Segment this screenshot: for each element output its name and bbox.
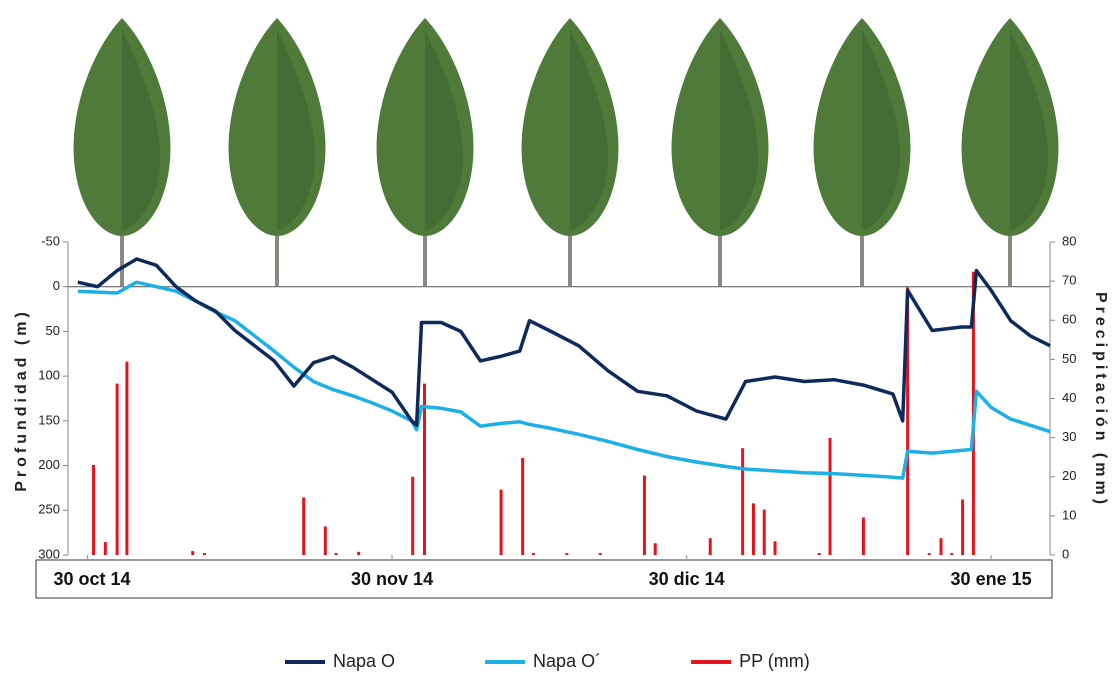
tree-shade (425, 30, 464, 230)
legend-label: Napa O (333, 651, 395, 671)
precip-bar (422, 383, 426, 555)
precip-bar (906, 287, 910, 555)
y2-axis-label: Precipitación (mm) (1092, 292, 1109, 508)
tree-trunk (1008, 200, 1012, 286)
x-tick-label: 30 ene 15 (951, 569, 1032, 589)
depth-line (77, 257, 1051, 428)
y2-tick-label: 40 (1062, 390, 1076, 405)
tree-trunk (718, 200, 722, 286)
tree-trunk (860, 200, 864, 286)
precip-bar (125, 361, 129, 555)
tree-shade (277, 30, 316, 230)
y-tick-label: 250 (38, 502, 60, 517)
y-tick-label: 200 (38, 457, 60, 472)
precip-bar (357, 551, 361, 555)
y2-tick-label: 50 (1062, 351, 1076, 366)
precip-bar (950, 553, 954, 555)
precip-bar (939, 538, 943, 555)
tree-trunk (120, 200, 124, 286)
tree-shade (122, 30, 161, 230)
y-tick-label: 0 (53, 278, 60, 293)
legend-label: PP (mm) (739, 651, 810, 671)
precip-bar (773, 541, 777, 555)
precip-bar (521, 457, 525, 555)
precip-bar (499, 489, 503, 555)
precip-bar (927, 553, 931, 555)
y2-tick-label: 30 (1062, 429, 1076, 444)
precip-bar (861, 517, 865, 555)
precip-bar (961, 499, 965, 555)
precip-bar (103, 542, 107, 555)
precip-bar (642, 475, 646, 555)
tree-trunk (568, 200, 572, 286)
depth-line (77, 280, 1051, 480)
tree-shade (720, 30, 759, 230)
precip-bar (708, 538, 712, 555)
y2-tick-label: 60 (1062, 312, 1076, 327)
precip-bar (762, 509, 766, 555)
precip-bar (531, 553, 535, 555)
y-tick-label: 300 (38, 546, 60, 561)
tree-decoration (73, 18, 1059, 286)
y-tick-label: 100 (38, 368, 60, 383)
precip-bar (115, 383, 119, 555)
tree-trunk (275, 200, 279, 286)
y2-tick-label: 0 (1062, 546, 1069, 561)
precip-bar (751, 503, 755, 555)
precip-bar (302, 497, 306, 555)
precip-bar (653, 543, 657, 555)
precip-bar (741, 448, 745, 555)
precip-bar (411, 476, 415, 555)
x-tick-label: 30 dic 14 (649, 569, 725, 589)
precip-bar (334, 553, 338, 555)
y-tick-label: 150 (38, 412, 60, 427)
x-tick-label: 30 oct 14 (53, 569, 130, 589)
precip-bar (92, 465, 96, 555)
precip-bar (598, 553, 602, 555)
date-box (35, 559, 1053, 599)
y-tick-label: 50 (46, 323, 60, 338)
precip-bar (323, 526, 327, 555)
y2-tick-label: 70 (1062, 273, 1076, 288)
y-axis-label: Profundidad (m) (13, 308, 30, 492)
x-tick-label: 30 nov 14 (351, 569, 433, 589)
tree-shade (1010, 30, 1049, 230)
legend-label: Napa O´ (533, 651, 601, 671)
tree-trunk (423, 200, 427, 286)
tree-shade (862, 30, 901, 230)
precip-bar (828, 438, 832, 555)
precip-bar (191, 551, 195, 555)
precip-bar (565, 553, 569, 555)
y2-tick-label: 20 (1062, 468, 1076, 483)
precip-bar (817, 553, 821, 555)
tree-shade (570, 30, 609, 230)
y2-tick-label: 80 (1062, 233, 1076, 248)
y-tick-label: -50 (41, 233, 60, 248)
y2-tick-label: 10 (1062, 507, 1076, 522)
precip-bar (202, 553, 206, 555)
